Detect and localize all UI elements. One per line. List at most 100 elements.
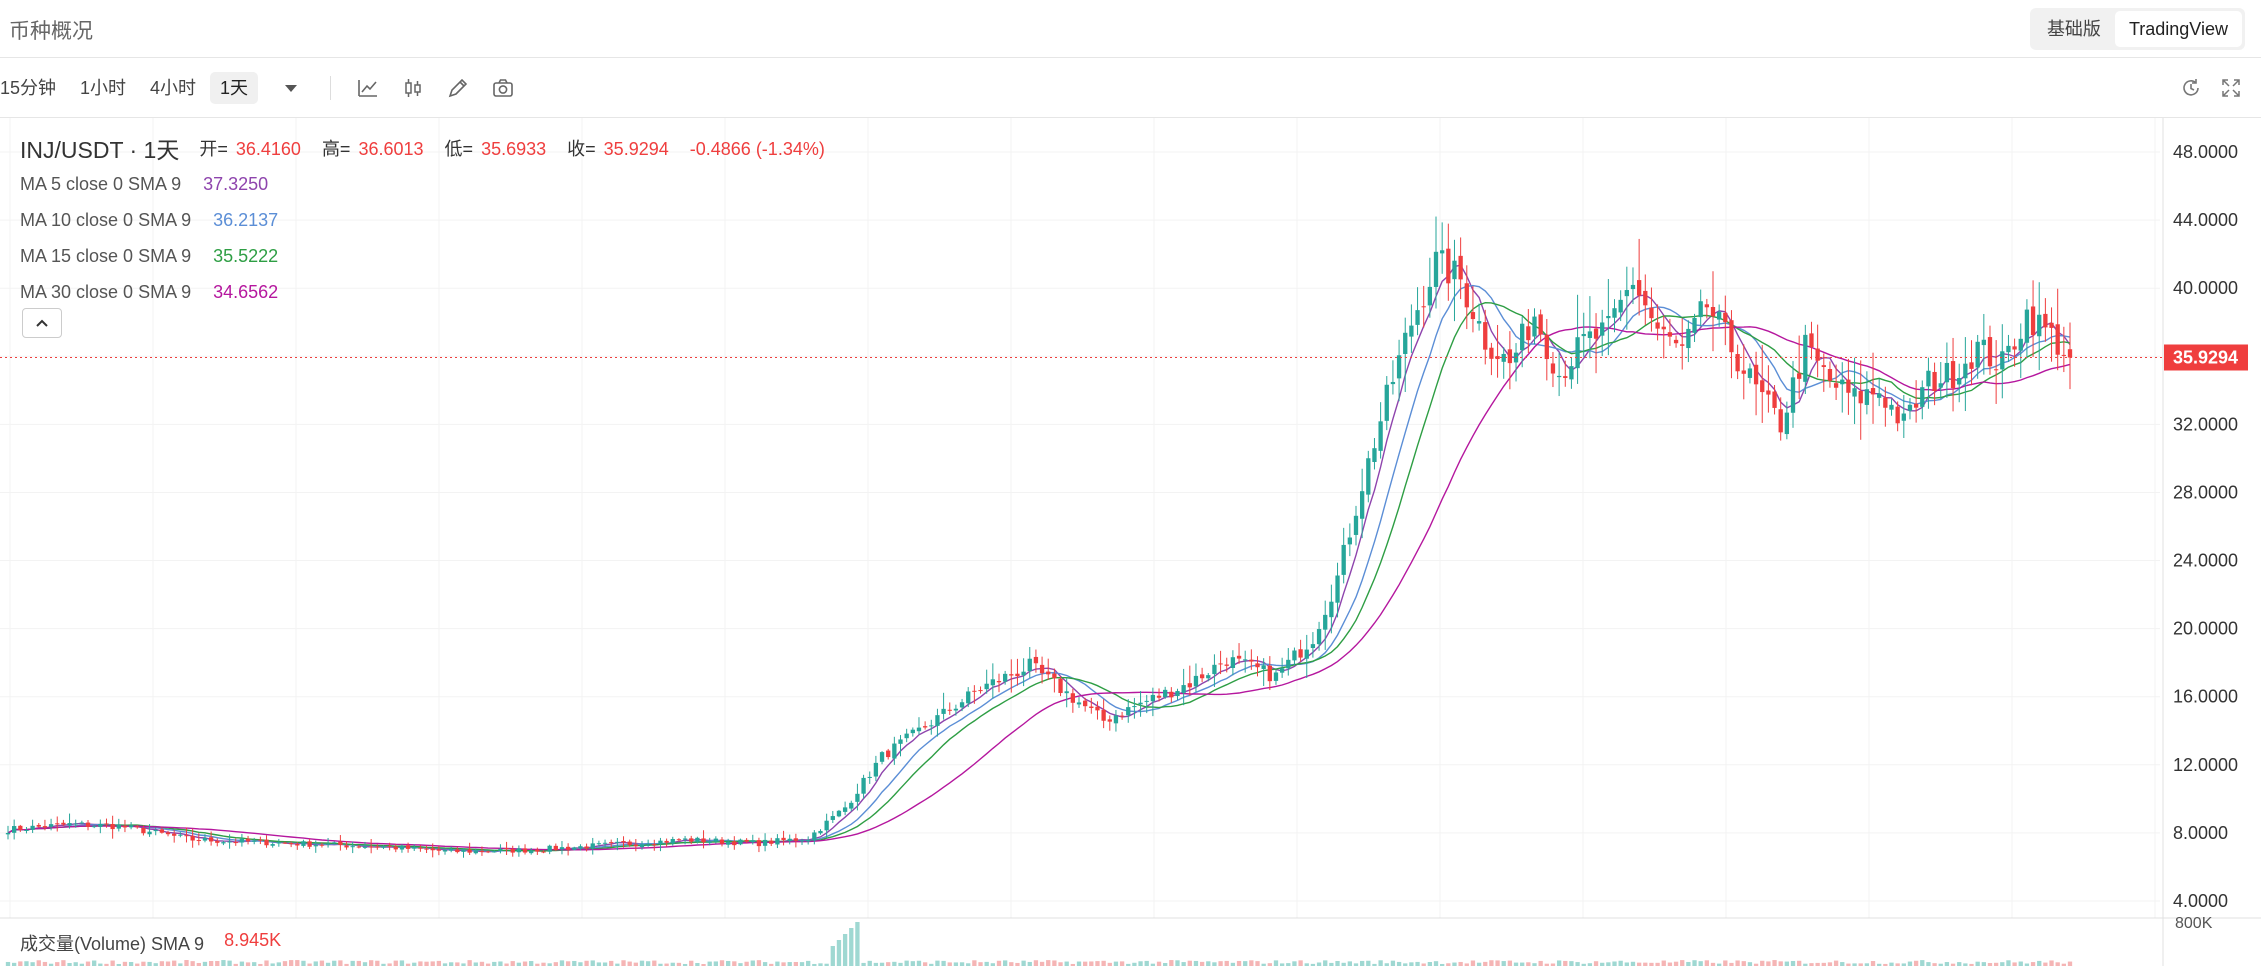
candle-body bbox=[812, 832, 817, 841]
volume-bar bbox=[2006, 960, 2011, 966]
candle-body bbox=[547, 845, 552, 852]
indicator-icon[interactable] bbox=[355, 75, 381, 101]
volume-bar bbox=[147, 961, 152, 966]
candle-body bbox=[953, 708, 959, 711]
candle-body bbox=[1138, 702, 1143, 705]
replay-icon[interactable] bbox=[2178, 75, 2204, 101]
candle-body bbox=[1852, 388, 1857, 397]
candle-body bbox=[879, 752, 885, 762]
volume-bar bbox=[762, 962, 768, 966]
volume-bar bbox=[2055, 962, 2060, 966]
candle-body bbox=[461, 850, 466, 852]
candle-body bbox=[1292, 650, 1297, 661]
candle-body bbox=[135, 826, 140, 828]
volume-bar bbox=[529, 961, 534, 966]
candle-body bbox=[1396, 355, 1402, 379]
volume-bar bbox=[596, 962, 602, 966]
timeframe-4h[interactable]: 4小时 bbox=[150, 78, 197, 98]
volume-bar bbox=[239, 961, 245, 966]
volume-bar bbox=[1698, 961, 1703, 966]
ma10-row[interactable]: MA 10 close 0 SMA 9 36.2137 bbox=[20, 202, 841, 238]
candle-body bbox=[1784, 412, 1790, 435]
volume-bar bbox=[1667, 962, 1673, 966]
legend-collapse-button[interactable] bbox=[22, 308, 62, 338]
volume-bar bbox=[1230, 962, 1236, 966]
chart-area[interactable]: 48.000044.000040.000036.000032.000028.00… bbox=[0, 118, 2261, 966]
volume-bar bbox=[1286, 963, 1291, 966]
candle-body bbox=[98, 823, 103, 828]
candle-body bbox=[1495, 356, 1500, 360]
candle-body bbox=[516, 848, 522, 853]
volume-bar bbox=[202, 961, 208, 966]
volume-bar bbox=[1981, 962, 1986, 966]
candle-body bbox=[492, 851, 497, 853]
candle-body bbox=[1163, 689, 1168, 698]
volume-bar bbox=[208, 961, 214, 966]
tab-tradingview[interactable]: TradingView bbox=[2114, 11, 2242, 47]
volume-bar bbox=[1199, 961, 1205, 966]
volume-bar bbox=[1070, 963, 1076, 966]
timeframe-15m[interactable]: 15分钟 bbox=[0, 78, 57, 98]
volume-bar bbox=[1790, 960, 1796, 966]
candle-body bbox=[1550, 363, 1556, 374]
candle-body bbox=[1538, 314, 1543, 335]
price-axis[interactable]: 48.000044.000040.000036.000032.000028.00… bbox=[0, 118, 2261, 966]
candle-body bbox=[1403, 332, 1408, 354]
volume-bar bbox=[276, 962, 281, 966]
candle-body bbox=[922, 726, 928, 728]
fullscreen-icon[interactable] bbox=[2218, 75, 2244, 101]
volume-bar bbox=[48, 963, 54, 966]
candle-type-icon[interactable] bbox=[400, 75, 426, 101]
volume-bar bbox=[1538, 960, 1543, 966]
candle-body bbox=[1723, 312, 1728, 323]
volume-bar bbox=[793, 961, 799, 966]
candle-body bbox=[1058, 678, 1063, 693]
candle-body bbox=[2006, 345, 2011, 353]
volume-bar bbox=[1261, 963, 1266, 966]
candle-body bbox=[2067, 349, 2073, 358]
volume-bar bbox=[153, 963, 158, 966]
candle-body bbox=[252, 840, 257, 842]
volume-bar bbox=[867, 960, 872, 966]
volume-bar bbox=[1803, 963, 1808, 966]
camera-icon[interactable] bbox=[490, 75, 516, 101]
tab-basic[interactable]: 基础版 bbox=[2046, 19, 2101, 39]
volume-bar bbox=[738, 963, 743, 966]
ma15-row[interactable]: MA 15 close 0 SMA 9 35.5222 bbox=[20, 238, 841, 274]
candle-body bbox=[221, 842, 226, 844]
candle-body bbox=[288, 843, 294, 845]
dropdown-icon[interactable] bbox=[278, 75, 304, 101]
draw-icon[interactable] bbox=[445, 75, 471, 101]
candle-body bbox=[830, 816, 835, 820]
volume-bar bbox=[627, 961, 632, 966]
ma10-label: MA 10 close 0 SMA 9 bbox=[20, 209, 192, 230]
volume-bar bbox=[221, 960, 226, 966]
candle-body bbox=[633, 844, 638, 847]
candle-body bbox=[258, 839, 263, 841]
candle-body bbox=[1507, 349, 1513, 364]
volume-bar bbox=[2018, 961, 2023, 966]
change-value: -0.4866 (-1.34%) bbox=[689, 139, 825, 159]
ma5-row[interactable]: MA 5 close 0 SMA 9 37.3250 bbox=[20, 166, 841, 202]
volume-bar bbox=[1735, 960, 1740, 966]
candle-body bbox=[1316, 629, 1322, 645]
candle-body bbox=[1661, 326, 1666, 330]
candle-body bbox=[245, 838, 251, 842]
ma30-row[interactable]: MA 30 close 0 SMA 9 34.6562 bbox=[20, 274, 841, 310]
candle-body bbox=[430, 848, 435, 851]
volume-bar bbox=[104, 963, 109, 966]
candle-body bbox=[30, 825, 35, 830]
volume-bar bbox=[1913, 960, 1919, 966]
candle-body bbox=[2018, 338, 2023, 351]
timeframe-1h[interactable]: 1小时 bbox=[80, 78, 127, 98]
candle-body bbox=[233, 842, 238, 844]
candle-body bbox=[959, 702, 965, 708]
candle-body bbox=[190, 835, 195, 841]
symbol-label[interactable]: INJ/USDT · 1天 bbox=[20, 137, 180, 163]
timeframe-1d[interactable]: 1天 bbox=[210, 72, 259, 104]
volume-bar bbox=[1163, 962, 1168, 966]
candle-body bbox=[1409, 325, 1414, 337]
candle-body bbox=[344, 845, 349, 848]
price-chart[interactable]: 48.000044.000040.000036.000032.000028.00… bbox=[0, 118, 2261, 966]
candle-body bbox=[1907, 404, 1913, 411]
